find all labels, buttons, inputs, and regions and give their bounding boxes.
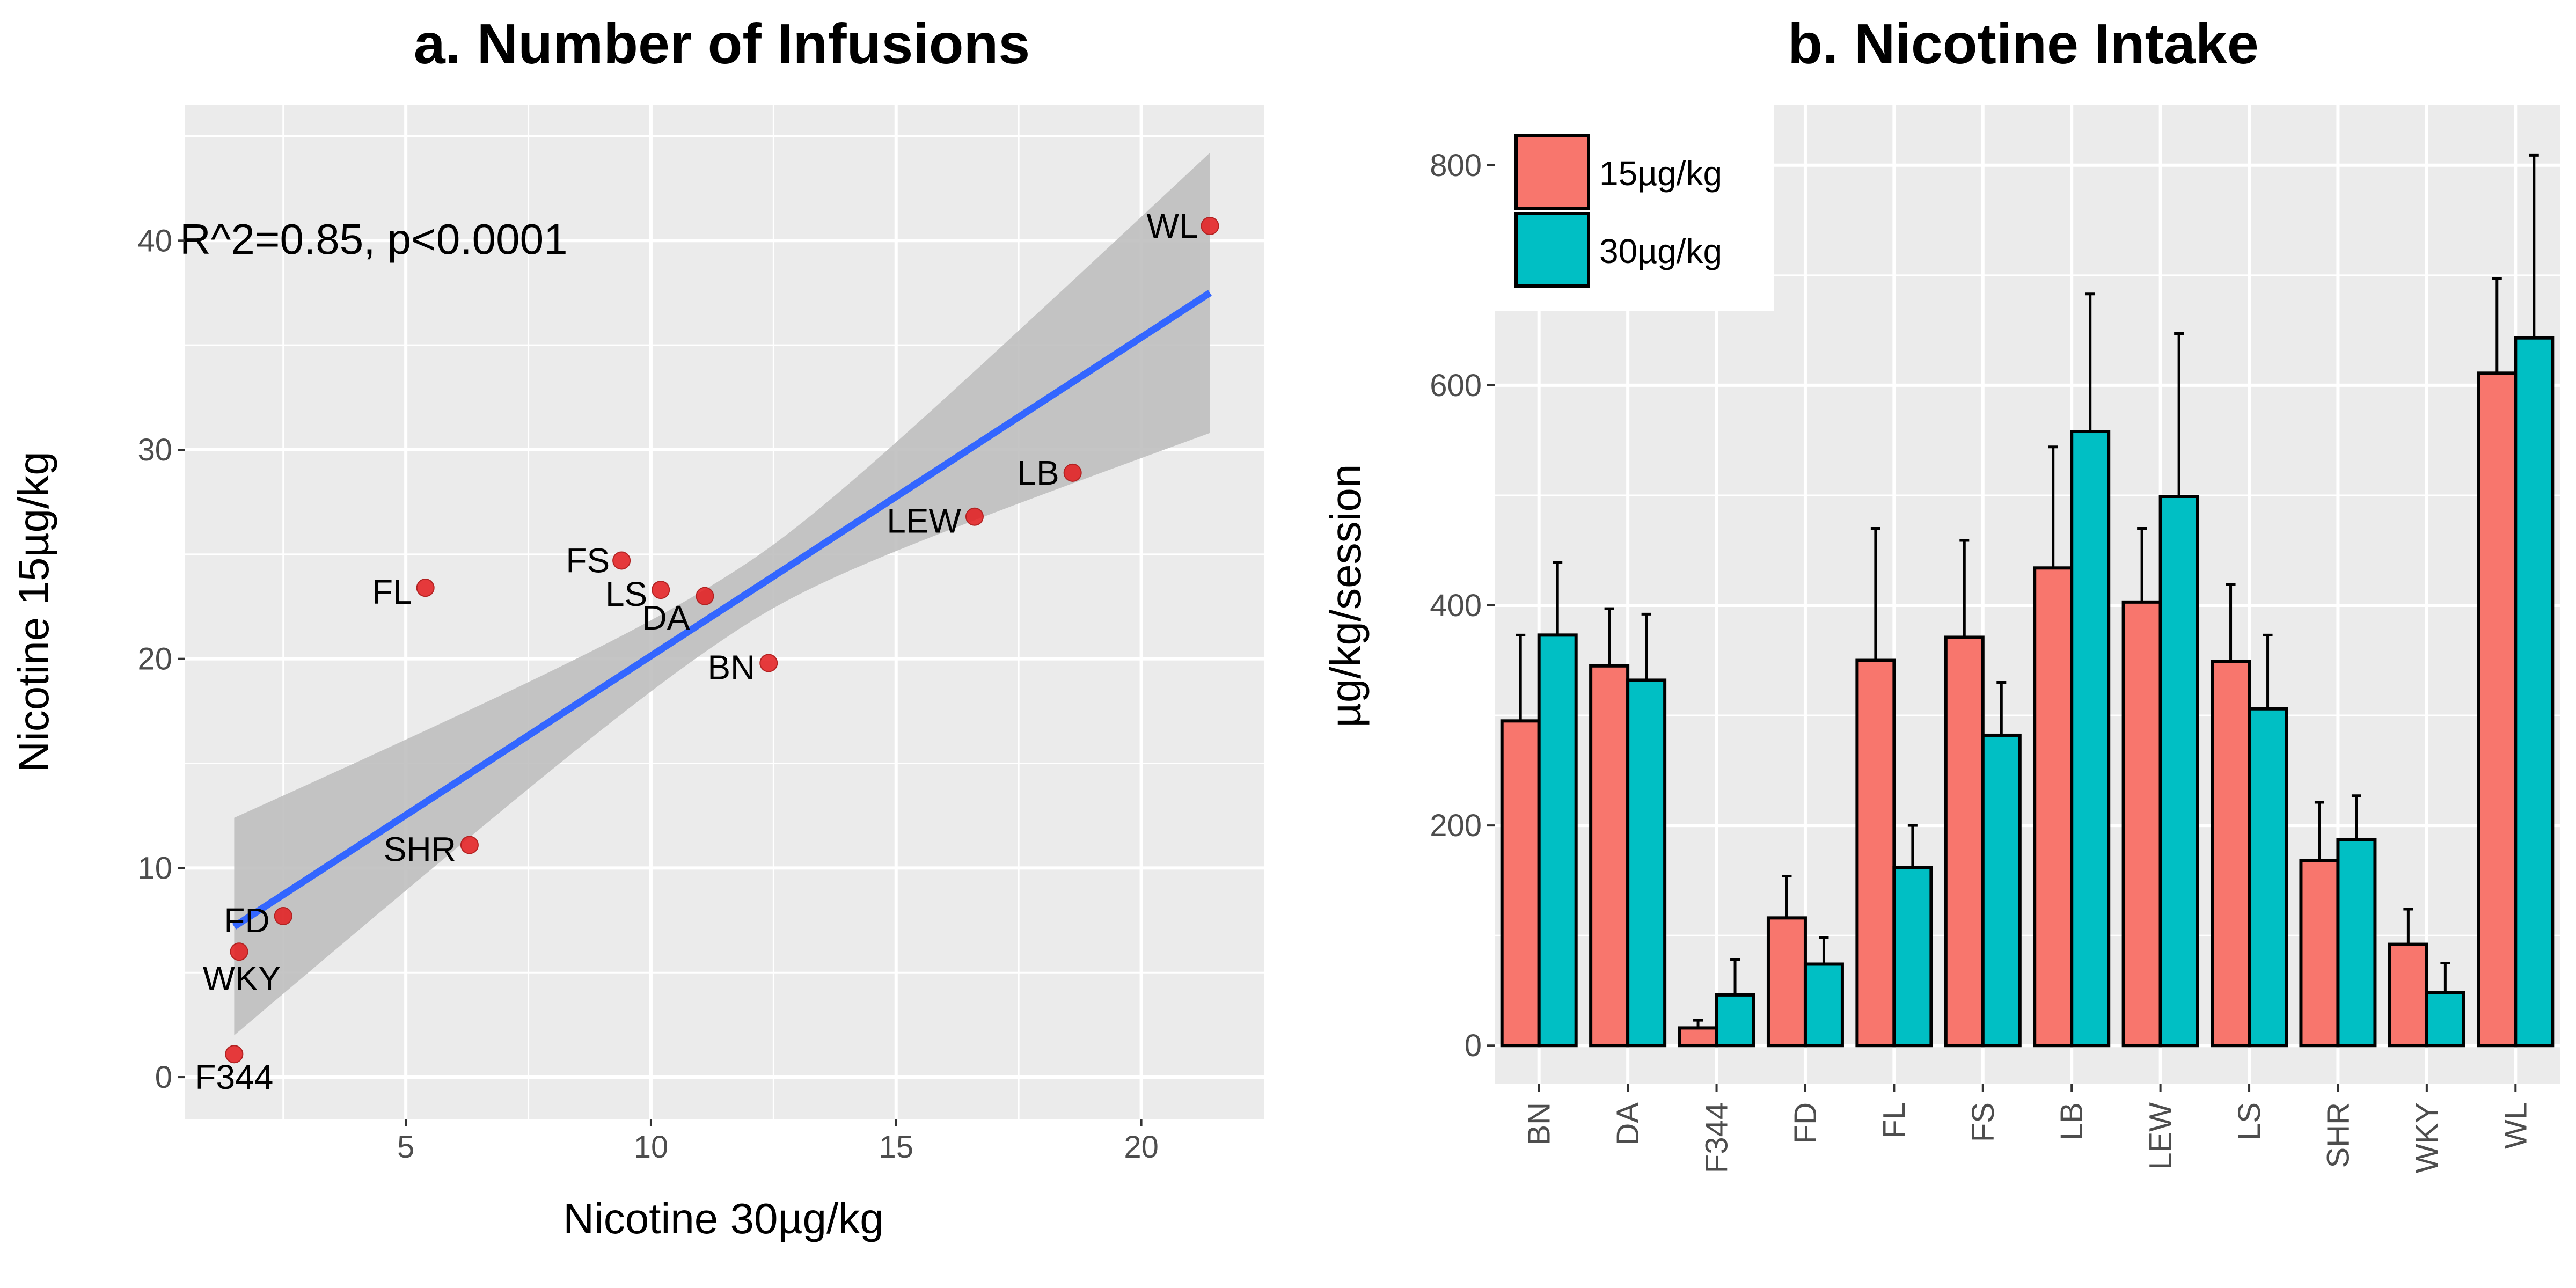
y-tick-label: 30: [137, 433, 172, 467]
x-tick-label: 15: [879, 1130, 914, 1165]
x-tick-label: F344: [1700, 1102, 1735, 1173]
bar: [2248, 707, 2288, 1048]
point-label: WL: [1147, 207, 1198, 245]
chart-title: b. Nicotine Intake: [1788, 12, 2259, 76]
x-tick-label: LS: [2232, 1102, 2267, 1140]
y-tick-label: 400: [1430, 588, 1482, 623]
legend: 15µg/kg 30µg/kg: [1495, 105, 1774, 311]
x-tick-label: FD: [1788, 1102, 1823, 1144]
y-tick-label: 40: [137, 223, 172, 258]
bar: [2158, 495, 2199, 1048]
data-point: [612, 551, 631, 570]
x-tick-label: FS: [1966, 1102, 2001, 1142]
axis-ticks: 0 200 400 600 800 BN DA F344 FD FL FS LB LEW LS SHR WKY…: [1430, 148, 2533, 1173]
data-point: [696, 587, 714, 605]
bar: [2070, 430, 2111, 1048]
axis-ticks: 5 10 15 20 0 10 20 30 40: [137, 223, 1158, 1165]
x-tick-label: BN: [1522, 1102, 1557, 1146]
data-point: [1063, 463, 1082, 482]
point-label: WKY: [203, 959, 281, 998]
bar: [2121, 600, 2162, 1048]
data-point: [965, 507, 984, 526]
regression-line-path: [232, 290, 1212, 930]
chart-title: a. Number of Infusions: [414, 12, 1030, 76]
legend-key: [1514, 212, 1590, 288]
x-tick-label: SHR: [2321, 1102, 2355, 1168]
bar: [1537, 633, 1578, 1048]
bar: [2336, 838, 2377, 1048]
point-label: FS: [566, 541, 610, 580]
legend-label: 30µg/kg: [1599, 232, 1722, 270]
point-labels: BN DA F344 FD FL FS LB LEW LS SHR WKY WL: [195, 207, 1198, 1096]
point-label: DA: [642, 598, 690, 637]
y-tick-label: 0: [1465, 1028, 1482, 1063]
bar: [2514, 336, 2555, 1048]
data-point: [225, 1045, 244, 1064]
point-label: F344: [195, 1058, 273, 1096]
confidence-band: [234, 152, 1210, 1036]
data-point: [460, 836, 479, 854]
y-tick-label: 0: [155, 1060, 172, 1095]
legend-label: 15µg/kg: [1599, 154, 1722, 193]
bar: [1892, 866, 1933, 1048]
scatter-plot: a. Number of Infusions BN DA F344 FD FL FS LB L…: [10, 12, 1264, 1242]
bar: [2477, 371, 2518, 1048]
data-point: [230, 942, 248, 961]
bar: [2033, 566, 2074, 1048]
data-point: [1201, 217, 1219, 236]
bar-chart: b. Nicotine Intake 0 200 400 600 800 BN DA F344…: [1322, 12, 2560, 1173]
x-tick-label: WKY: [2410, 1102, 2445, 1173]
bar: [1855, 658, 1896, 1048]
error-bars: [1516, 153, 2539, 1028]
data-points: [225, 217, 1219, 1064]
x-tick-label: 20: [1124, 1130, 1159, 1165]
data-point: [759, 654, 778, 672]
data-point: [274, 907, 292, 925]
x-tick-label: LEW: [2143, 1102, 2178, 1170]
bar: [1803, 962, 1844, 1048]
bar: [1944, 635, 1985, 1048]
data-point: [416, 579, 435, 597]
bar: [1715, 993, 1755, 1048]
y-axis-title: µg/kg/session: [1322, 464, 1370, 728]
y-tick-label: 800: [1430, 148, 1482, 183]
x-tick-label: 10: [634, 1130, 669, 1165]
point-label: FL: [372, 573, 412, 611]
r-squared-annotation: R^2=0.85, p<0.0001: [180, 215, 568, 263]
bar: [1678, 1026, 1718, 1048]
bar: [1589, 664, 1630, 1048]
point-label: LS: [605, 575, 647, 613]
bar: [2425, 991, 2465, 1048]
x-tick-label: WL: [2498, 1102, 2533, 1149]
bar: [1626, 678, 1667, 1048]
bar: [1766, 916, 1807, 1048]
x-tick-label: LB: [2054, 1102, 2089, 1140]
point-label: LEW: [887, 502, 961, 540]
x-axis-title: Nicotine 30µg/kg: [563, 1195, 884, 1242]
x-tick-label: DA: [1611, 1102, 1645, 1146]
x-tick-label: FL: [1877, 1102, 1912, 1139]
confidence-band-area: [234, 152, 1210, 1036]
point-label: LB: [1017, 453, 1059, 492]
y-tick-label: 10: [137, 851, 172, 885]
y-tick-label: 200: [1430, 808, 1482, 843]
y-tick-label: 20: [137, 642, 172, 677]
y-tick-label: 600: [1430, 368, 1482, 403]
bar: [2388, 942, 2428, 1048]
legend-key: [1514, 134, 1590, 210]
data-point: [652, 581, 670, 599]
grid-lines: [185, 105, 1264, 1119]
bar: [1500, 719, 1541, 1048]
x-tick-label: 5: [397, 1130, 414, 1165]
y-axis-title: Nicotine 15µg/kg: [10, 451, 57, 772]
bar: [1981, 733, 2022, 1048]
bars: [1500, 336, 2555, 1048]
point-label: BN: [707, 648, 755, 686]
bar: [2299, 859, 2340, 1048]
point-label: SHR: [384, 830, 456, 869]
bar: [2211, 660, 2251, 1048]
point-label: FD: [224, 901, 269, 940]
regression-line: [232, 290, 1212, 930]
